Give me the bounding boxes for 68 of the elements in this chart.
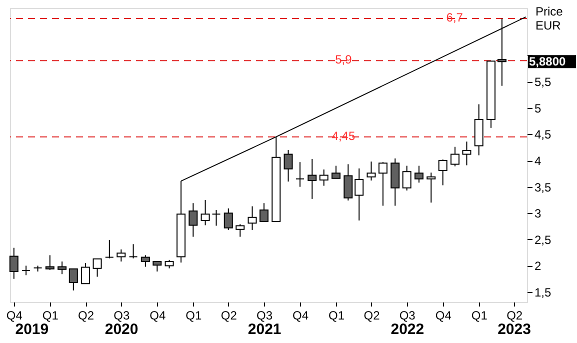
- y-tick-label: 4,5: [534, 128, 552, 142]
- candlestick: [284, 150, 293, 182]
- text: 2023: [498, 321, 531, 338]
- x-tick-label: Q4: [292, 308, 309, 322]
- candlestick: [81, 262, 90, 284]
- candlestick: [128, 244, 138, 259]
- candlestick: [212, 209, 221, 226]
- x-tick-label: Q4: [6, 308, 23, 322]
- y-tick-label: 3: [534, 206, 542, 221]
- ref-line-label: 5,9: [335, 52, 352, 67]
- x-tick-label: Q3: [256, 308, 273, 322]
- text: 2022: [390, 321, 424, 338]
- candlestick: [378, 162, 388, 206]
- candlestick: [319, 168, 328, 186]
- x-tick-label: Q1: [42, 308, 59, 322]
- candlestick: [116, 248, 126, 262]
- y-axis-title: Price EUR: [536, 4, 564, 32]
- x-tick-label: Q3: [114, 308, 130, 322]
- candlestick: [22, 265, 31, 276]
- candlestick: [402, 165, 412, 191]
- candlestick: [462, 141, 472, 166]
- text: 2021: [248, 321, 282, 338]
- y-tick-label: 5,5: [534, 75, 552, 90]
- candlestick: [152, 261, 162, 272]
- text: 2019: [15, 321, 49, 338]
- candlestick: [140, 254, 150, 268]
- x-tick-label: Q1: [328, 308, 345, 322]
- candlestick: [248, 206, 257, 230]
- x-tick-label: Q3: [399, 308, 416, 322]
- candlestick: [332, 165, 341, 179]
- y-tick-label: 2: [534, 259, 542, 274]
- candlestick: [366, 161, 376, 182]
- candlestick: [224, 208, 233, 230]
- x-tick-label: Q2: [506, 308, 523, 322]
- y-tick-label: 2,5: [534, 232, 552, 247]
- candlestick: [414, 165, 424, 184]
- candlestick: [354, 168, 364, 221]
- candlestick: [426, 172, 436, 204]
- x-tick-label: Q4: [150, 308, 166, 322]
- y-tick-label: 5: [534, 101, 542, 116]
- candlestick: [68, 268, 78, 291]
- x-tick-label: Q4: [435, 308, 452, 322]
- candlestick: [344, 164, 353, 201]
- candlestick: [296, 162, 305, 188]
- x-tick-label: Q2: [78, 308, 94, 322]
- candlestick: [45, 254, 54, 270]
- candlestick: [92, 258, 102, 278]
- candlestick: [9, 247, 18, 280]
- candlestick: [188, 202, 198, 238]
- candlestick: [58, 261, 67, 275]
- y-tick-label: 1,5: [534, 286, 552, 300]
- text: 2020: [104, 321, 138, 338]
- x-tick-label: Q2: [220, 308, 238, 322]
- ref-line-label: 4,45: [332, 128, 356, 143]
- candlestick: [438, 158, 448, 186]
- candlestick: [450, 146, 460, 167]
- y-tick-label: 4: [534, 154, 542, 168]
- x-tick-label: Q2: [364, 308, 380, 322]
- x-tick-label: Q1: [471, 308, 488, 322]
- candlestick: [200, 199, 210, 226]
- y-tick-label: 3,5: [534, 180, 552, 194]
- ref-line-label: 6,7: [446, 10, 464, 25]
- candlestick: [104, 239, 114, 259]
- candlestick: [308, 158, 317, 200]
- annotation: 5,8800: [529, 54, 566, 69]
- candlestick: [260, 202, 268, 222]
- candlestick: [236, 224, 245, 238]
- x-tick-label: Q1: [186, 308, 202, 322]
